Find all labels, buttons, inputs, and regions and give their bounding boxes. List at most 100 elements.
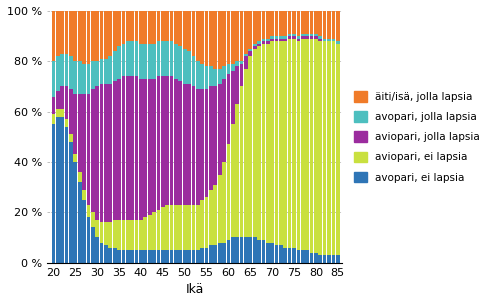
- Bar: [231, 71, 235, 124]
- Bar: [130, 220, 134, 250]
- Bar: [117, 250, 121, 263]
- Bar: [196, 205, 200, 250]
- Bar: [314, 11, 318, 34]
- Bar: [253, 238, 256, 263]
- Bar: [183, 11, 186, 49]
- Bar: [314, 34, 318, 36]
- Bar: [275, 245, 278, 263]
- Bar: [117, 220, 121, 250]
- Bar: [152, 212, 156, 250]
- Bar: [231, 11, 235, 64]
- Bar: [231, 238, 235, 263]
- Bar: [126, 220, 130, 250]
- Bar: [327, 38, 331, 41]
- Bar: [235, 238, 239, 263]
- Bar: [104, 59, 108, 84]
- Bar: [87, 205, 91, 217]
- Bar: [61, 117, 64, 263]
- Bar: [148, 250, 152, 263]
- Bar: [113, 11, 117, 51]
- Bar: [283, 41, 287, 248]
- Bar: [323, 11, 327, 38]
- Bar: [235, 11, 239, 61]
- Bar: [297, 38, 300, 41]
- Bar: [301, 34, 305, 36]
- Bar: [297, 11, 300, 36]
- Bar: [122, 220, 125, 250]
- Bar: [336, 11, 339, 41]
- Bar: [139, 44, 143, 79]
- Bar: [244, 54, 248, 56]
- Bar: [257, 44, 261, 46]
- Bar: [187, 51, 191, 84]
- Bar: [218, 175, 221, 242]
- Bar: [174, 79, 178, 205]
- Bar: [108, 248, 112, 263]
- Bar: [257, 240, 261, 263]
- Bar: [275, 11, 278, 36]
- Bar: [248, 49, 252, 51]
- Bar: [196, 11, 200, 61]
- Bar: [209, 245, 213, 263]
- Bar: [187, 84, 191, 205]
- Bar: [218, 69, 221, 84]
- Bar: [309, 253, 313, 263]
- Bar: [209, 11, 213, 66]
- Legend: äiti/isä, jolla lapsia, avopari, jolla lapsia, aviopari, jolla lapsia, aviopari,: äiti/isä, jolla lapsia, avopari, jolla l…: [350, 87, 484, 187]
- Bar: [218, 242, 221, 263]
- Bar: [126, 250, 130, 263]
- Bar: [205, 11, 209, 66]
- Bar: [240, 64, 244, 86]
- Bar: [226, 144, 230, 240]
- X-axis label: Ikä: Ikä: [185, 283, 204, 296]
- Bar: [156, 76, 160, 210]
- Bar: [292, 34, 296, 36]
- Bar: [122, 76, 125, 220]
- Bar: [152, 250, 156, 263]
- Bar: [174, 11, 178, 44]
- Bar: [275, 41, 278, 245]
- Bar: [226, 64, 230, 74]
- Bar: [56, 92, 60, 109]
- Bar: [130, 250, 134, 263]
- Bar: [183, 49, 186, 84]
- Bar: [82, 11, 86, 64]
- Bar: [262, 11, 265, 38]
- Bar: [283, 36, 287, 38]
- Bar: [108, 222, 112, 248]
- Bar: [327, 255, 331, 263]
- Bar: [144, 79, 147, 217]
- Bar: [183, 205, 186, 250]
- Bar: [196, 61, 200, 89]
- Bar: [262, 41, 265, 44]
- Bar: [191, 205, 195, 250]
- Bar: [262, 240, 265, 263]
- Bar: [170, 11, 173, 41]
- Bar: [275, 36, 278, 38]
- Bar: [240, 11, 244, 61]
- Bar: [69, 11, 73, 56]
- Bar: [69, 134, 73, 142]
- Bar: [297, 250, 300, 263]
- Bar: [104, 222, 108, 245]
- Bar: [253, 11, 256, 44]
- Bar: [218, 11, 221, 69]
- Bar: [73, 162, 77, 263]
- Bar: [214, 245, 217, 263]
- Bar: [135, 76, 138, 220]
- Bar: [270, 41, 274, 242]
- Bar: [144, 217, 147, 250]
- Bar: [297, 41, 300, 250]
- Bar: [187, 11, 191, 51]
- Bar: [191, 11, 195, 56]
- Bar: [318, 36, 322, 38]
- Bar: [87, 64, 91, 94]
- Bar: [69, 89, 73, 134]
- Bar: [196, 250, 200, 263]
- Bar: [266, 38, 270, 41]
- Bar: [214, 86, 217, 185]
- Bar: [235, 104, 239, 238]
- Bar: [174, 250, 178, 263]
- Bar: [126, 41, 130, 76]
- Bar: [231, 64, 235, 71]
